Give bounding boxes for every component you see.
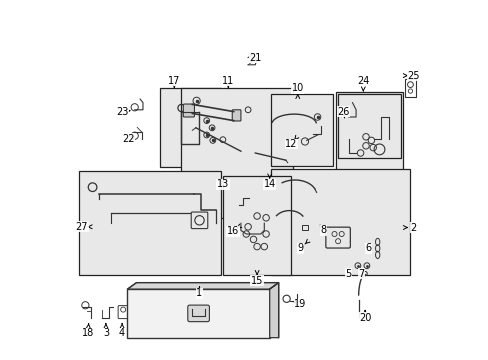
FancyBboxPatch shape: [232, 110, 241, 121]
Text: 18: 18: [81, 328, 94, 338]
Bar: [160, 88, 221, 167]
Bar: [271, 94, 332, 166]
Text: 9: 9: [297, 243, 303, 253]
Text: 3: 3: [102, 328, 109, 338]
Text: 10: 10: [291, 83, 303, 93]
Text: 16: 16: [226, 226, 239, 236]
Bar: [181, 88, 292, 218]
Text: 26: 26: [337, 107, 349, 117]
Bar: [127, 289, 269, 338]
Text: 14: 14: [263, 179, 275, 189]
Text: 2: 2: [410, 222, 416, 233]
Text: 13: 13: [216, 179, 228, 189]
Text: 17: 17: [168, 76, 180, 86]
Polygon shape: [269, 283, 278, 338]
Text: 20: 20: [358, 312, 370, 323]
Bar: [302, 225, 307, 230]
Text: 4: 4: [119, 328, 125, 338]
FancyBboxPatch shape: [183, 104, 194, 117]
Text: 15: 15: [250, 276, 263, 286]
Text: 19: 19: [294, 299, 306, 309]
Bar: [79, 171, 221, 275]
Text: 11: 11: [222, 76, 234, 86]
Text: 23: 23: [116, 107, 128, 117]
Text: 8: 8: [320, 225, 326, 235]
Text: 25: 25: [407, 71, 419, 81]
Bar: [336, 92, 402, 218]
Bar: [404, 79, 415, 97]
Text: 7: 7: [358, 269, 364, 279]
FancyBboxPatch shape: [187, 305, 209, 322]
Text: 12: 12: [285, 139, 297, 149]
Text: 24: 24: [356, 76, 369, 86]
Text: 27: 27: [75, 222, 88, 232]
Text: 5: 5: [345, 269, 350, 279]
Bar: [271, 169, 409, 275]
Text: 21: 21: [248, 53, 261, 63]
Text: 1: 1: [196, 288, 202, 298]
Bar: [337, 94, 400, 158]
Text: 22: 22: [122, 134, 135, 144]
Polygon shape: [127, 283, 278, 289]
Bar: [223, 176, 291, 275]
Text: 6: 6: [365, 243, 371, 253]
